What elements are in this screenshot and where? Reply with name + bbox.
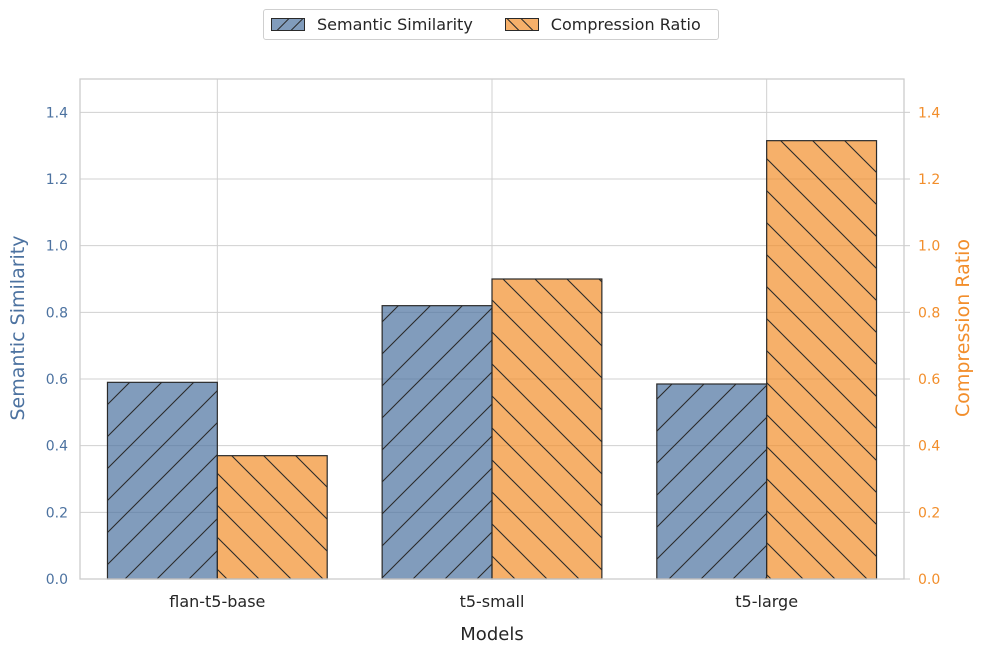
legend-swatch-compression-ratio: [504, 18, 539, 31]
x-axis-title: Models: [460, 624, 523, 645]
y-tick-left: 1.4: [46, 105, 68, 121]
legend-item-compression-ratio: Compression Ratio: [504, 15, 701, 34]
y-tick-left: 0.0: [46, 572, 68, 588]
x-tick-label: t5-large: [735, 592, 798, 611]
y-tick-left: 0.6: [46, 372, 68, 388]
bar-hatch-compression-ratio-t5-large: [766, 140, 878, 580]
legend-label-semantic-similarity: Semantic Similarity: [317, 15, 473, 34]
bar-hatch-semantic-similarity-t5-large: [656, 383, 768, 580]
bar-hatch-compression-ratio-t5-small: [491, 278, 603, 580]
x-tick-label: t5-small: [460, 592, 525, 611]
bars: [106, 140, 878, 580]
y-tick-left: 1.0: [46, 239, 68, 255]
y-axis-title-right: Compression Ratio: [952, 239, 974, 417]
y-tick-right: 0.0: [918, 572, 940, 588]
y-tick-left: 1.2: [46, 172, 68, 188]
legend-swatch-semantic-similarity: [271, 18, 305, 31]
y-axis-title-left: Semantic Similarity: [7, 236, 29, 421]
y-tick-right: 0.4: [918, 439, 940, 455]
y-tick-left: 0.8: [46, 305, 68, 321]
legend-item-semantic-similarity: Semantic Similarity: [271, 15, 473, 34]
y-tick-right: 1.0: [918, 239, 940, 255]
y-tick-left: 0.4: [46, 439, 68, 455]
y-tick-right: 1.2: [918, 172, 940, 188]
y-tick-right: 0.6: [918, 372, 940, 388]
y-tick-right: 0.2: [918, 505, 940, 521]
y-tick-right: 0.8: [918, 305, 940, 321]
legend: Semantic Similarity Compression Ratio: [263, 9, 719, 40]
y-tick-left: 0.2: [46, 505, 68, 521]
y-tick-right: 1.4: [918, 105, 940, 121]
axes: [79, 78, 910, 580]
bar-hatch-semantic-similarity-t5-small: [381, 305, 493, 580]
plot-frame: [79, 78, 905, 580]
legend-label-compression-ratio: Compression Ratio: [550, 15, 701, 34]
bar-hatch-compression-ratio-flan-t5-base: [216, 455, 328, 580]
x-tick-label: flan-t5-base: [169, 592, 265, 611]
axis-labels: 0.0 0.0 0.2 0.2 0.4 0.4 0.6 0.6 0.8 0.8 1.0 1.0 1.2 1…: [7, 105, 974, 645]
bar-hatch-semantic-similarity-flan-t5-base: [106, 381, 218, 580]
